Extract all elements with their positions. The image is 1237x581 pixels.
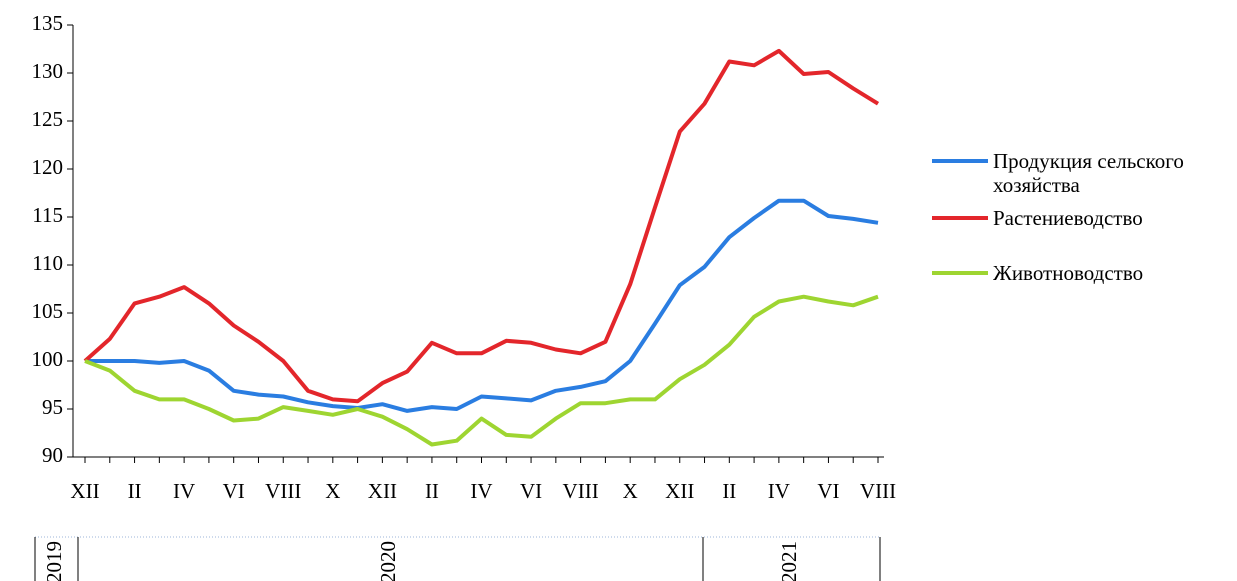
x-tick-label: II — [425, 479, 439, 503]
series-line — [85, 198, 879, 413]
x-tick-label: IV — [173, 479, 195, 503]
x-tick-label: II — [722, 479, 736, 503]
y-tick-label: 110 — [32, 251, 63, 275]
y-tick-label: 90 — [42, 443, 63, 467]
y-tick-label: 95 — [42, 395, 63, 419]
x-tick-label: IV — [470, 479, 492, 503]
x-tick-label: VI — [520, 479, 542, 503]
x-tick-label: VIII — [563, 479, 599, 503]
y-tick-label: 100 — [32, 347, 64, 371]
series-line — [83, 48, 880, 404]
x-tick-label: IV — [768, 479, 790, 503]
y-tick-label: 115 — [32, 203, 63, 227]
y-tick-label: 135 — [32, 11, 64, 35]
x-tick-label: XII — [70, 479, 99, 503]
year-label: 2020 — [376, 541, 400, 581]
x-tick-label: VI — [223, 479, 245, 503]
year-label: 2019 — [42, 541, 66, 581]
x-tick-label: VI — [817, 479, 839, 503]
legend-label: Продукция сельского хозяйства — [993, 149, 1184, 197]
x-tick-label: X — [623, 479, 638, 503]
legend-label: Животноводство — [993, 261, 1144, 285]
legend-label: Растениеводство — [993, 206, 1143, 230]
y-tick-label: 130 — [32, 59, 64, 83]
series-line — [84, 294, 879, 447]
x-tick-label: VIII — [860, 479, 896, 503]
x-tick-label: XII — [368, 479, 397, 503]
x-tick-label: X — [325, 479, 340, 503]
y-tick-label: 120 — [32, 155, 64, 179]
x-tick-label: II — [128, 479, 142, 503]
y-tick-label: 125 — [32, 107, 64, 131]
x-tick-label: XII — [665, 479, 694, 503]
x-tick-label: VIII — [265, 479, 301, 503]
year-label: 2021 — [777, 541, 801, 581]
y-tick-label: 105 — [32, 299, 64, 323]
